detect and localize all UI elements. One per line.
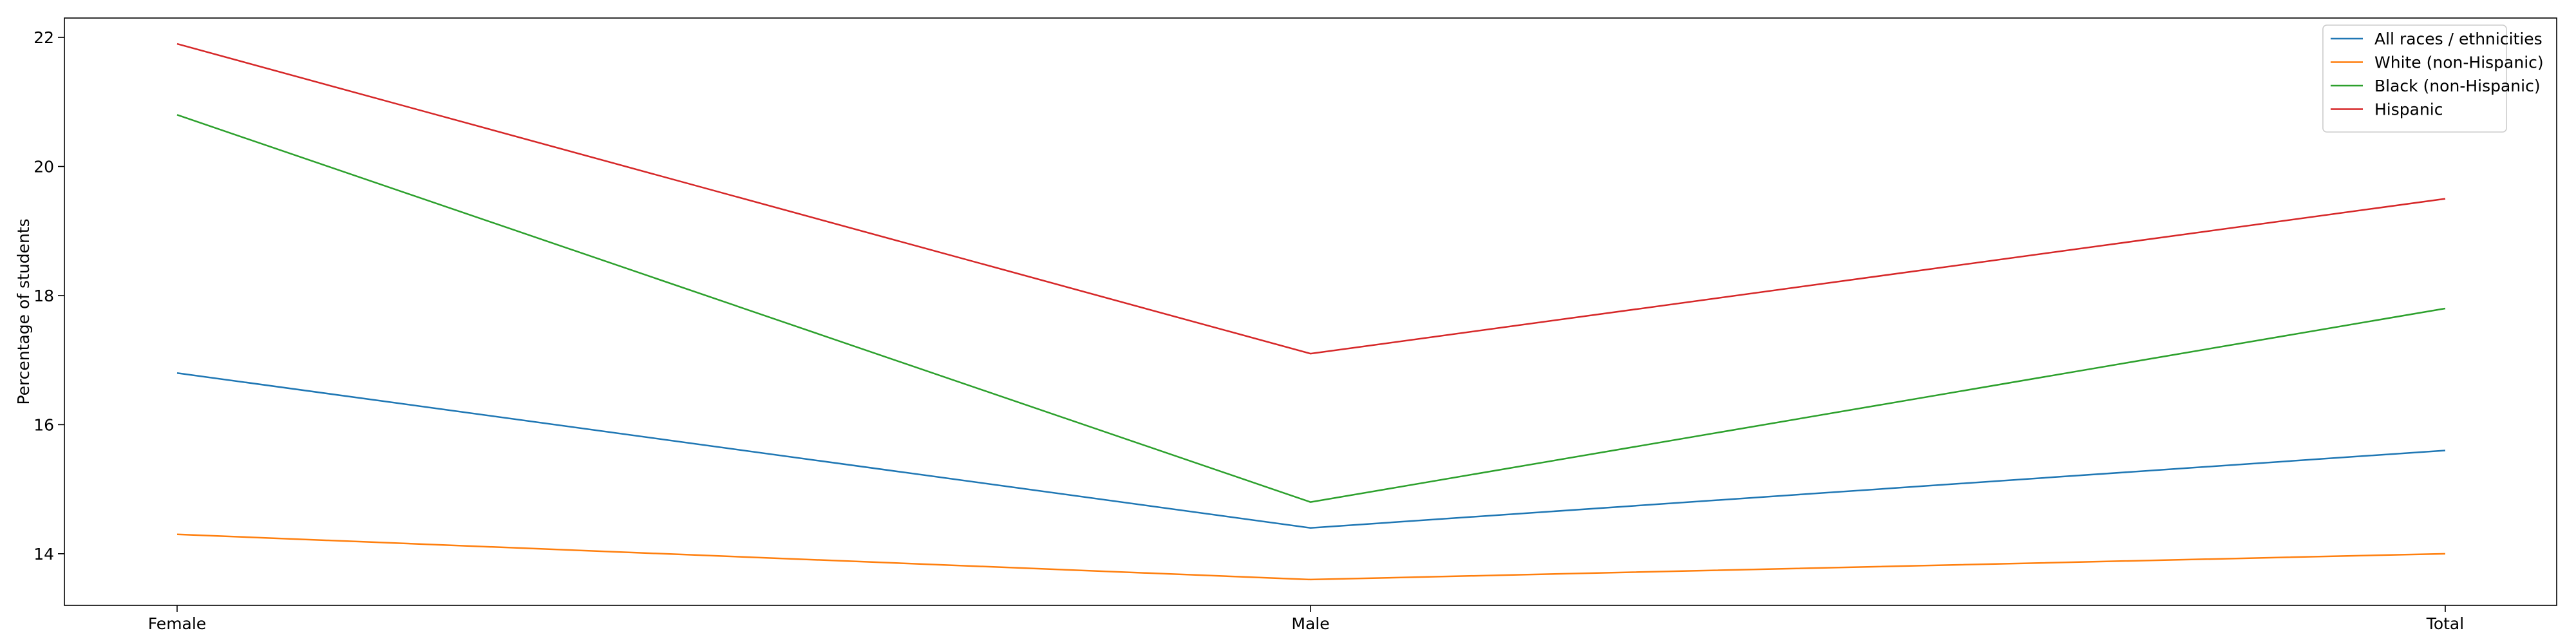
- y-axis: 14 16 18 20 22: [33, 28, 64, 564]
- legend: All races / ethnicities White (non-Hispan…: [2322, 24, 2544, 133]
- y-tick-label: 18: [33, 287, 54, 305]
- y-tick-label: 22: [33, 28, 54, 47]
- plot-lines: [176, 43, 2446, 581]
- x-tick-label: Total: [2426, 614, 2464, 633]
- x-tick-label: Female: [148, 614, 206, 633]
- y-axis-label: Percentage of students: [14, 218, 33, 404]
- y-tick-label: 16: [33, 415, 54, 434]
- legend-box: [2322, 24, 2507, 133]
- x-axis: Female Male Total: [148, 605, 2464, 633]
- legend-label: White (non-Hispanic): [2374, 53, 2544, 72]
- legend-label: Hispanic: [2374, 100, 2443, 119]
- y-tick-label: 14: [33, 545, 54, 564]
- x-tick-label: Male: [1291, 614, 1329, 633]
- legend-label: All races / ethnicities: [2374, 30, 2543, 48]
- legend-label: Black (non-Hispanic): [2374, 77, 2541, 95]
- series-line-4: [176, 43, 2446, 355]
- series-line-2: [176, 533, 2446, 581]
- series-line-1: [176, 372, 2446, 529]
- y-tick-label: 20: [33, 158, 54, 176]
- series-line-3: [176, 114, 2446, 503]
